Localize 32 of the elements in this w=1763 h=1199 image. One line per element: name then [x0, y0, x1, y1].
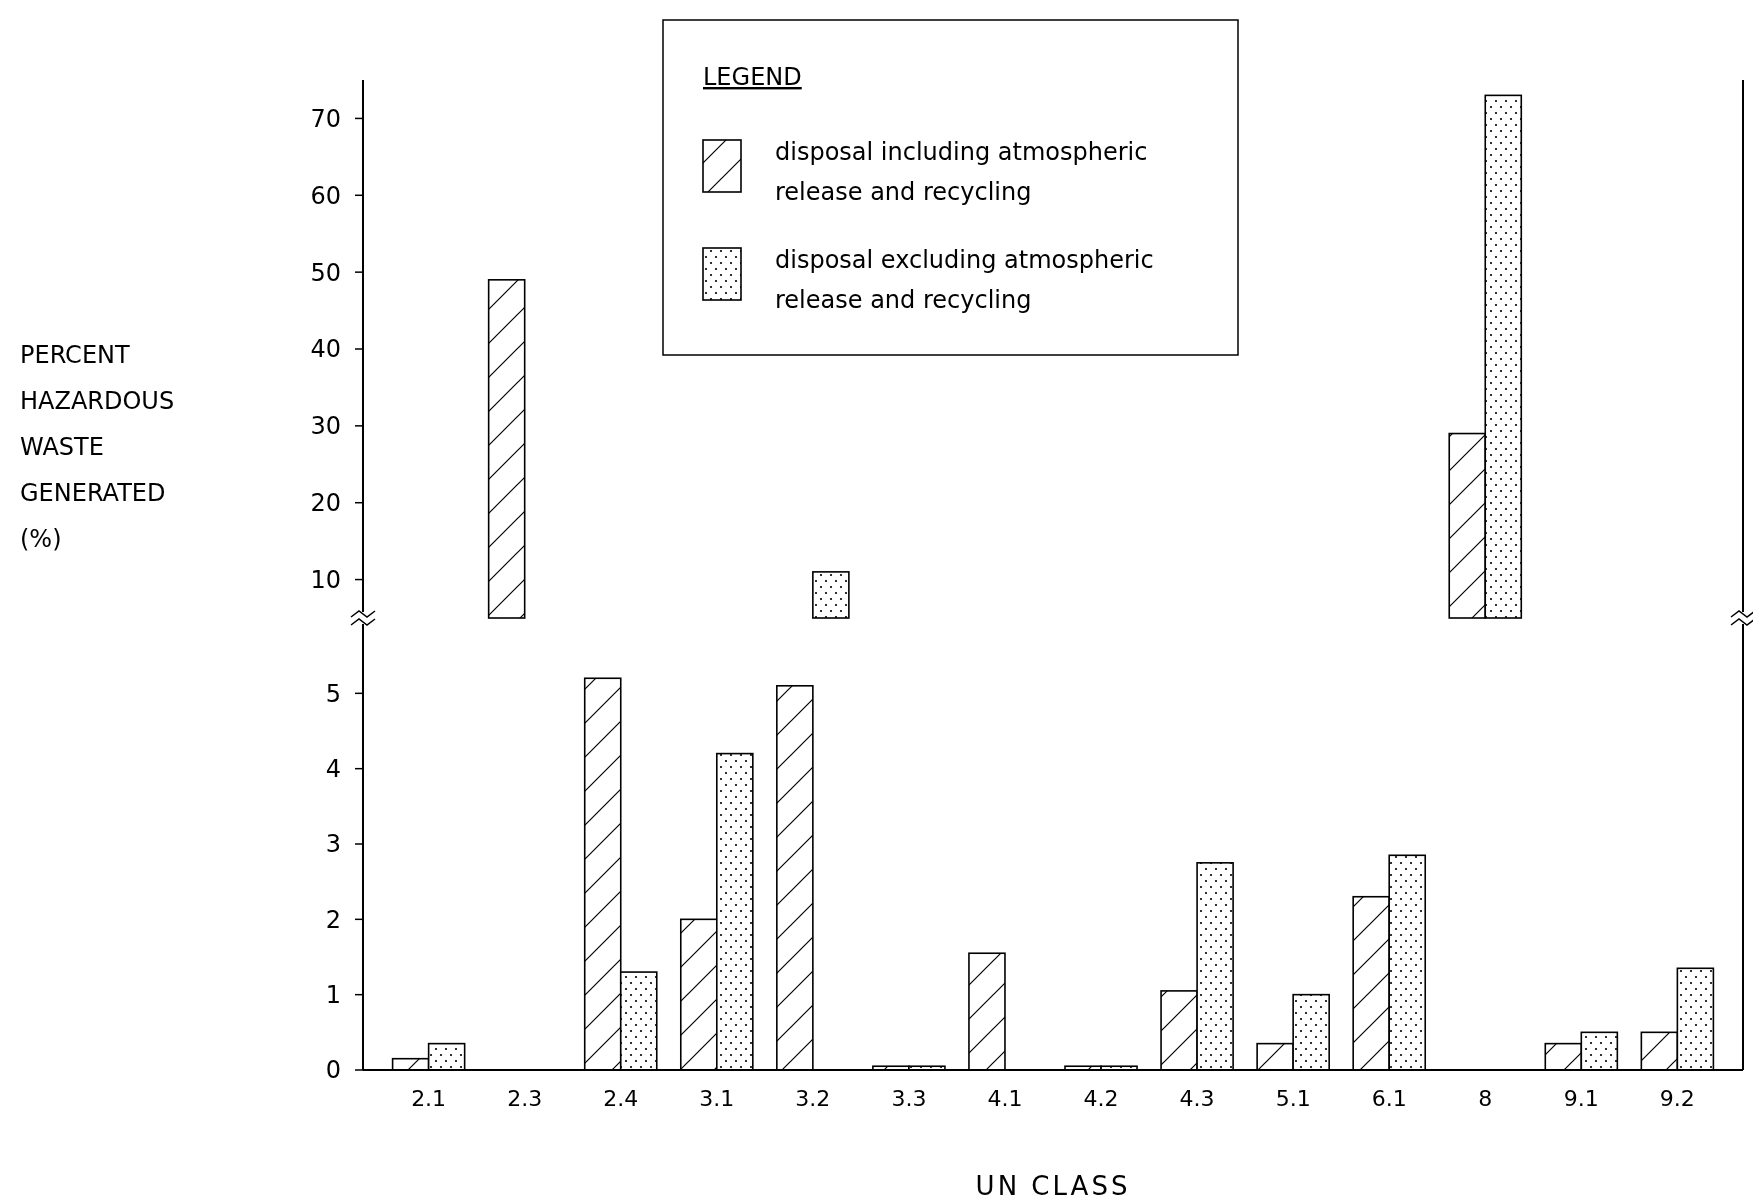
x-tick-label: 4.1	[987, 1086, 1023, 1111]
y-tick-label: 50	[310, 258, 341, 287]
legend-label: disposal including atmospheric release and recycling	[775, 138, 1148, 206]
y-axis-title: PERCENT HAZARDOUS WASTE GENERATED (%)	[20, 341, 175, 553]
x-tick-label: 3.3	[891, 1086, 927, 1111]
y-tick-label: 3	[325, 830, 341, 859]
y-tick-label: 4	[325, 755, 341, 784]
y-tick-label: 10	[310, 565, 341, 594]
y-tick-label: 30	[310, 412, 341, 441]
y-tick-label: 70	[310, 104, 341, 133]
y-tick-label: 0	[325, 1056, 341, 1085]
x-tick-label: 2.4	[603, 1086, 639, 1111]
x-tick-label: 2.3	[507, 1086, 543, 1111]
y-tick-label: 20	[310, 489, 341, 518]
y-tick-label: 2	[325, 905, 341, 934]
x-tick-label: 2.1	[411, 1086, 447, 1111]
x-tick-label: 6.1	[1371, 1086, 1407, 1111]
x-tick-label: 3.2	[795, 1086, 831, 1111]
x-tick-label: 4.2	[1083, 1086, 1119, 1111]
y-tick-label: 40	[310, 335, 341, 364]
x-tick-label: 4.3	[1179, 1086, 1215, 1111]
y-tick-label: 5	[325, 679, 341, 708]
legend-title: LEGEND	[703, 63, 802, 91]
x-tick-label: 3.1	[699, 1086, 735, 1111]
y-tick-label: 60	[310, 181, 341, 210]
x-axis-title: UN CLASS	[975, 1171, 1131, 1199]
legend-label: disposal excluding atmospheric release and recycling	[775, 246, 1154, 314]
x-tick-label: 9.1	[1563, 1086, 1599, 1111]
x-tick-label: 5.1	[1275, 1086, 1311, 1111]
y-tick-label: 1	[325, 981, 341, 1010]
x-tick-label: 9.2	[1659, 1086, 1695, 1111]
x-tick-label: 8	[1478, 1086, 1493, 1111]
